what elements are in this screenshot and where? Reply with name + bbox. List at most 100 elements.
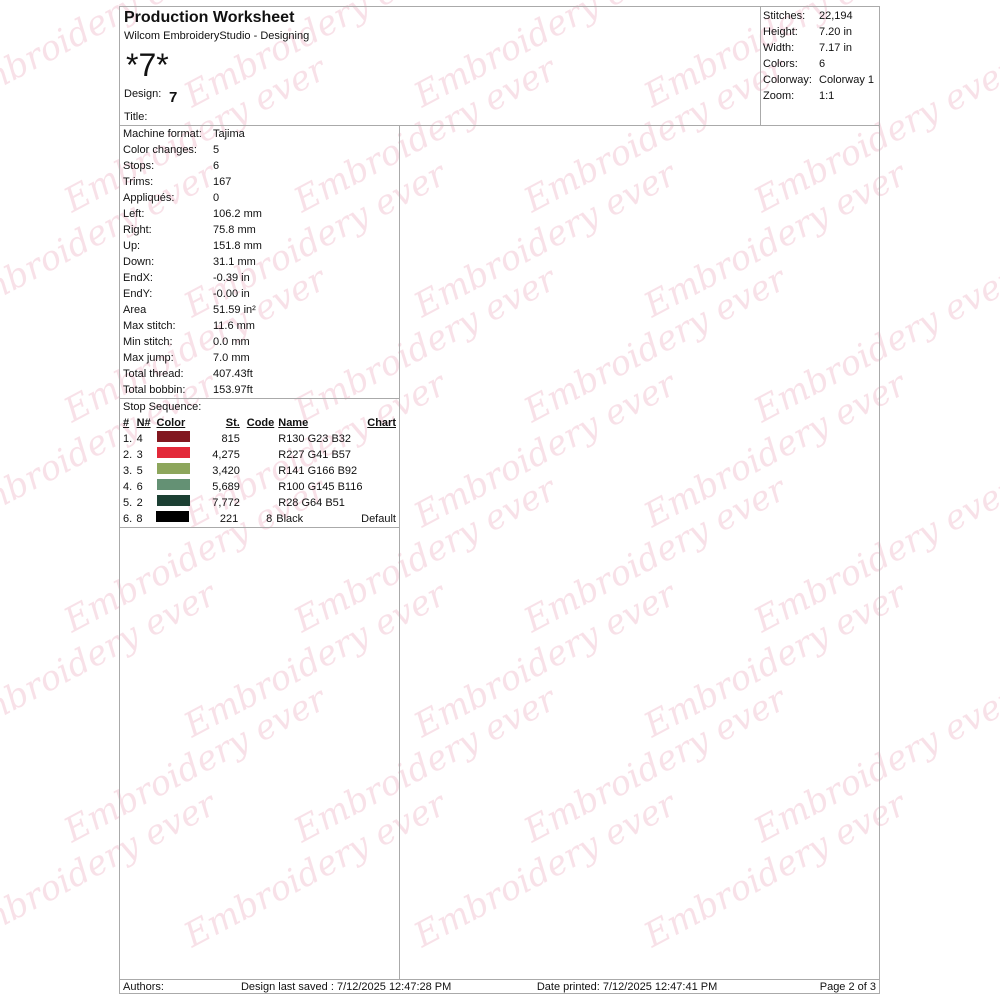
- thread-name: R141 G166 B92: [278, 465, 358, 477]
- design-label: Design:: [124, 88, 162, 100]
- authors-label: Authors:: [123, 981, 164, 993]
- needle-number: 6: [136, 481, 143, 493]
- thread-name: R227 G41 B57: [278, 449, 352, 461]
- stat-row-label: Total bobbin:: [123, 384, 186, 396]
- stat-row-value: 51.59 in²: [213, 304, 256, 316]
- stat-row: Down: 31.1 mm: [123, 254, 399, 270]
- summary-row-value: 7.17 in: [819, 42, 853, 54]
- column-header: N#: [136, 417, 151, 429]
- page-title: Production Worksheet: [124, 9, 295, 26]
- stats-list: Machine format: Tajima Color changes: 5 Stop…: [120, 126, 399, 399]
- stat-row-label: Area: [123, 304, 147, 316]
- stat-row-label: Stops:: [123, 160, 155, 172]
- stat-row: Max jump: 7.0 mm: [123, 350, 399, 366]
- stat-row-value: 167: [213, 176, 232, 188]
- color-swatch: [156, 431, 190, 442]
- stat-row: Left: 106.2 mm: [123, 206, 399, 222]
- stop-index: 1.: [123, 433, 133, 445]
- stat-row-value: 11.6 mm: [213, 320, 255, 332]
- color-swatch: [156, 479, 190, 490]
- stat-row-label: EndX:: [123, 272, 153, 284]
- stat-row-value: -0.00 in: [213, 288, 250, 300]
- stat-row-label: Max stitch:: [123, 320, 176, 332]
- stat-row-value: 5: [213, 144, 220, 156]
- stat-row-value: 6: [213, 160, 220, 172]
- thread-name: R130 G23 B32: [278, 433, 352, 445]
- date-printed: Date printed: 7/12/2025 12:47:41 PM: [536, 981, 718, 993]
- stop-row: 5. 2 7,772 R28 G64 B51: [123, 495, 396, 511]
- thread-code: 8: [266, 513, 273, 525]
- needle-number: 5: [136, 465, 143, 477]
- stat-row-value: 0.0 mm: [213, 336, 250, 348]
- stop-sequence: Stop Sequence: # N# Color St. Code Name Chart …: [120, 399, 399, 528]
- design-value: 7: [169, 89, 178, 106]
- stat-row: Total bobbin: 153.97ft: [123, 382, 399, 398]
- page-number: Page 2 of 3: [819, 981, 877, 993]
- stat-row: Up: 151.8 mm: [123, 238, 399, 254]
- stitch-count: 7,772: [212, 497, 240, 509]
- summary-row-label: Width:: [763, 42, 795, 54]
- chart-name: Default: [361, 513, 396, 525]
- stat-row-value: 151.8 mm: [213, 240, 262, 252]
- summary-row: Zoom: 1:1: [763, 88, 880, 104]
- stat-row: Min stitch: 0.0 mm: [123, 334, 399, 350]
- column-header: Name: [278, 417, 309, 429]
- stat-row-label: Up:: [123, 240, 141, 252]
- color-swatch: [156, 495, 190, 506]
- summary-row-label: Height:: [763, 26, 798, 38]
- stat-row: Trims: 167: [123, 174, 399, 190]
- stitch-count: 815: [221, 433, 240, 445]
- stat-row: Right: 75.8 mm: [123, 222, 399, 238]
- stat-row-label: EndY:: [123, 288, 153, 300]
- thread-name: R28 G64 B51: [278, 497, 345, 509]
- stat-row: Total thread: 407.43ft: [123, 366, 399, 382]
- summary-row: Width: 7.17 in: [763, 40, 880, 56]
- color-swatch: [156, 447, 190, 458]
- stop-sequence-label: Stop Sequence:: [123, 401, 202, 413]
- summary-row-value: Colorway 1: [819, 74, 875, 86]
- thread-name: R100 G145 B116: [278, 481, 363, 493]
- stop-index: 5.: [123, 497, 133, 509]
- stat-row-label: Machine format:: [123, 128, 202, 140]
- summary-row-value: 22,194: [819, 10, 853, 22]
- needle-number: 4: [136, 433, 143, 445]
- color-swatch: [156, 511, 190, 522]
- stitch-count: 221: [219, 513, 239, 525]
- stat-row-label: Right:: [123, 224, 152, 236]
- stat-row: Max stitch: 11.6 mm: [123, 318, 399, 334]
- footer: Authors: Design last saved : 7/12/2025 1…: [120, 979, 879, 994]
- column-header: Code: [246, 417, 275, 429]
- summary-row: Colors: 6: [763, 56, 880, 72]
- subtitle: Wilcom EmbroideryStudio - Designing: [124, 30, 310, 42]
- title-label: Title:: [124, 111, 148, 123]
- stat-row-value: -0.39 in: [213, 272, 250, 284]
- stat-row-value: Tajima: [213, 128, 245, 140]
- needle-number: 8: [136, 513, 143, 525]
- needle-number: 3: [136, 449, 143, 461]
- stop-row: 3. 5 3,420 R141 G166 B92: [123, 463, 396, 479]
- summary-row: Height: 7.20 in: [763, 24, 880, 40]
- summary-row: Colorway: Colorway 1: [763, 72, 880, 88]
- stat-row-value: 106.2 mm: [213, 208, 262, 220]
- summary-row-label: Colors:: [763, 58, 798, 70]
- stop-row: 2. 3 4,275 R227 G41 B57: [123, 447, 396, 463]
- thread-name: Black: [276, 513, 304, 525]
- stat-row-label: Min stitch:: [123, 336, 173, 348]
- stat-row: Area 51.59 in²: [123, 302, 399, 318]
- stop-index: 3.: [123, 465, 133, 477]
- stop-index: 2.: [123, 449, 133, 461]
- column-header: Color: [156, 417, 186, 429]
- design-name-large: *7*: [126, 47, 169, 83]
- summary-row-value: 1:1: [819, 90, 835, 102]
- summary-row-value: 7.20 in: [819, 26, 853, 38]
- stat-row-value: 75.8 mm: [213, 224, 256, 236]
- stat-row-value: 153.97ft: [213, 384, 253, 396]
- summary-row-value: 6: [819, 58, 826, 70]
- worksheet: Production Worksheet Wilcom EmbroiderySt…: [119, 6, 880, 994]
- stat-row-label: Total thread:: [123, 368, 184, 380]
- stat-row-value: 31.1 mm: [213, 256, 256, 268]
- last-saved: Design last saved : 7/12/2025 12:47:28 P…: [240, 981, 452, 993]
- column-header: #: [123, 417, 130, 429]
- stat-row: Appliqués: 0: [123, 190, 399, 206]
- stop-row: 4. 6 5,689 R100 G145 B116: [123, 479, 396, 495]
